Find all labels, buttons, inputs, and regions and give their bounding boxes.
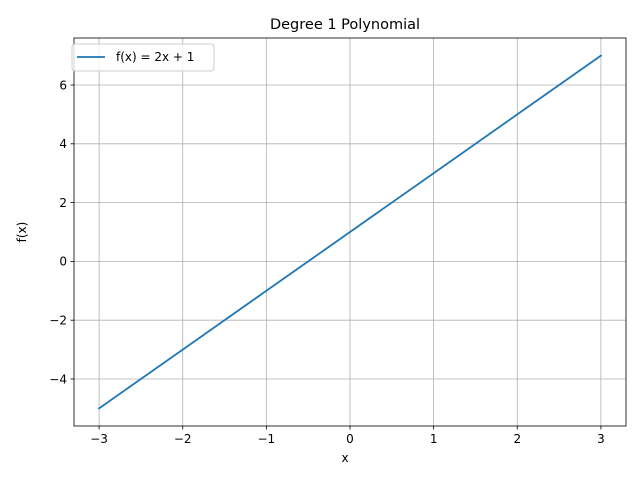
chart-title: Degree 1 Polynomial xyxy=(270,17,420,33)
axis-ticks: −3 −2 −1 0 1 2 3 −4 −2 0 2 4 6 xyxy=(49,78,604,446)
x-tick-label: 3 xyxy=(597,432,605,446)
legend: f(x) = 2x + 1 xyxy=(71,43,215,72)
y-tick-label: 4 xyxy=(59,137,67,151)
y-axis-label: f(x) xyxy=(15,222,29,243)
x-tick-label: 1 xyxy=(430,432,438,446)
y-tick-label: 0 xyxy=(59,255,67,269)
x-tick-label: 0 xyxy=(346,432,354,446)
legend-label-0: f(x) = 2x + 1 xyxy=(116,50,194,64)
y-tick-label: −4 xyxy=(49,372,67,386)
x-axis-label: x xyxy=(341,451,348,465)
y-tick-label: 6 xyxy=(59,78,67,92)
plot-series xyxy=(97,54,603,410)
legend-box xyxy=(71,43,215,72)
x-tick-label: −2 xyxy=(174,432,192,446)
series-line-0 xyxy=(97,54,603,410)
x-tick-label: 2 xyxy=(513,432,521,446)
grid-lines xyxy=(74,38,626,426)
y-tick-label: −2 xyxy=(49,313,67,327)
x-tick-label: −3 xyxy=(90,432,108,446)
x-tick-label: −1 xyxy=(258,432,276,446)
y-tick-label: 2 xyxy=(59,196,67,210)
